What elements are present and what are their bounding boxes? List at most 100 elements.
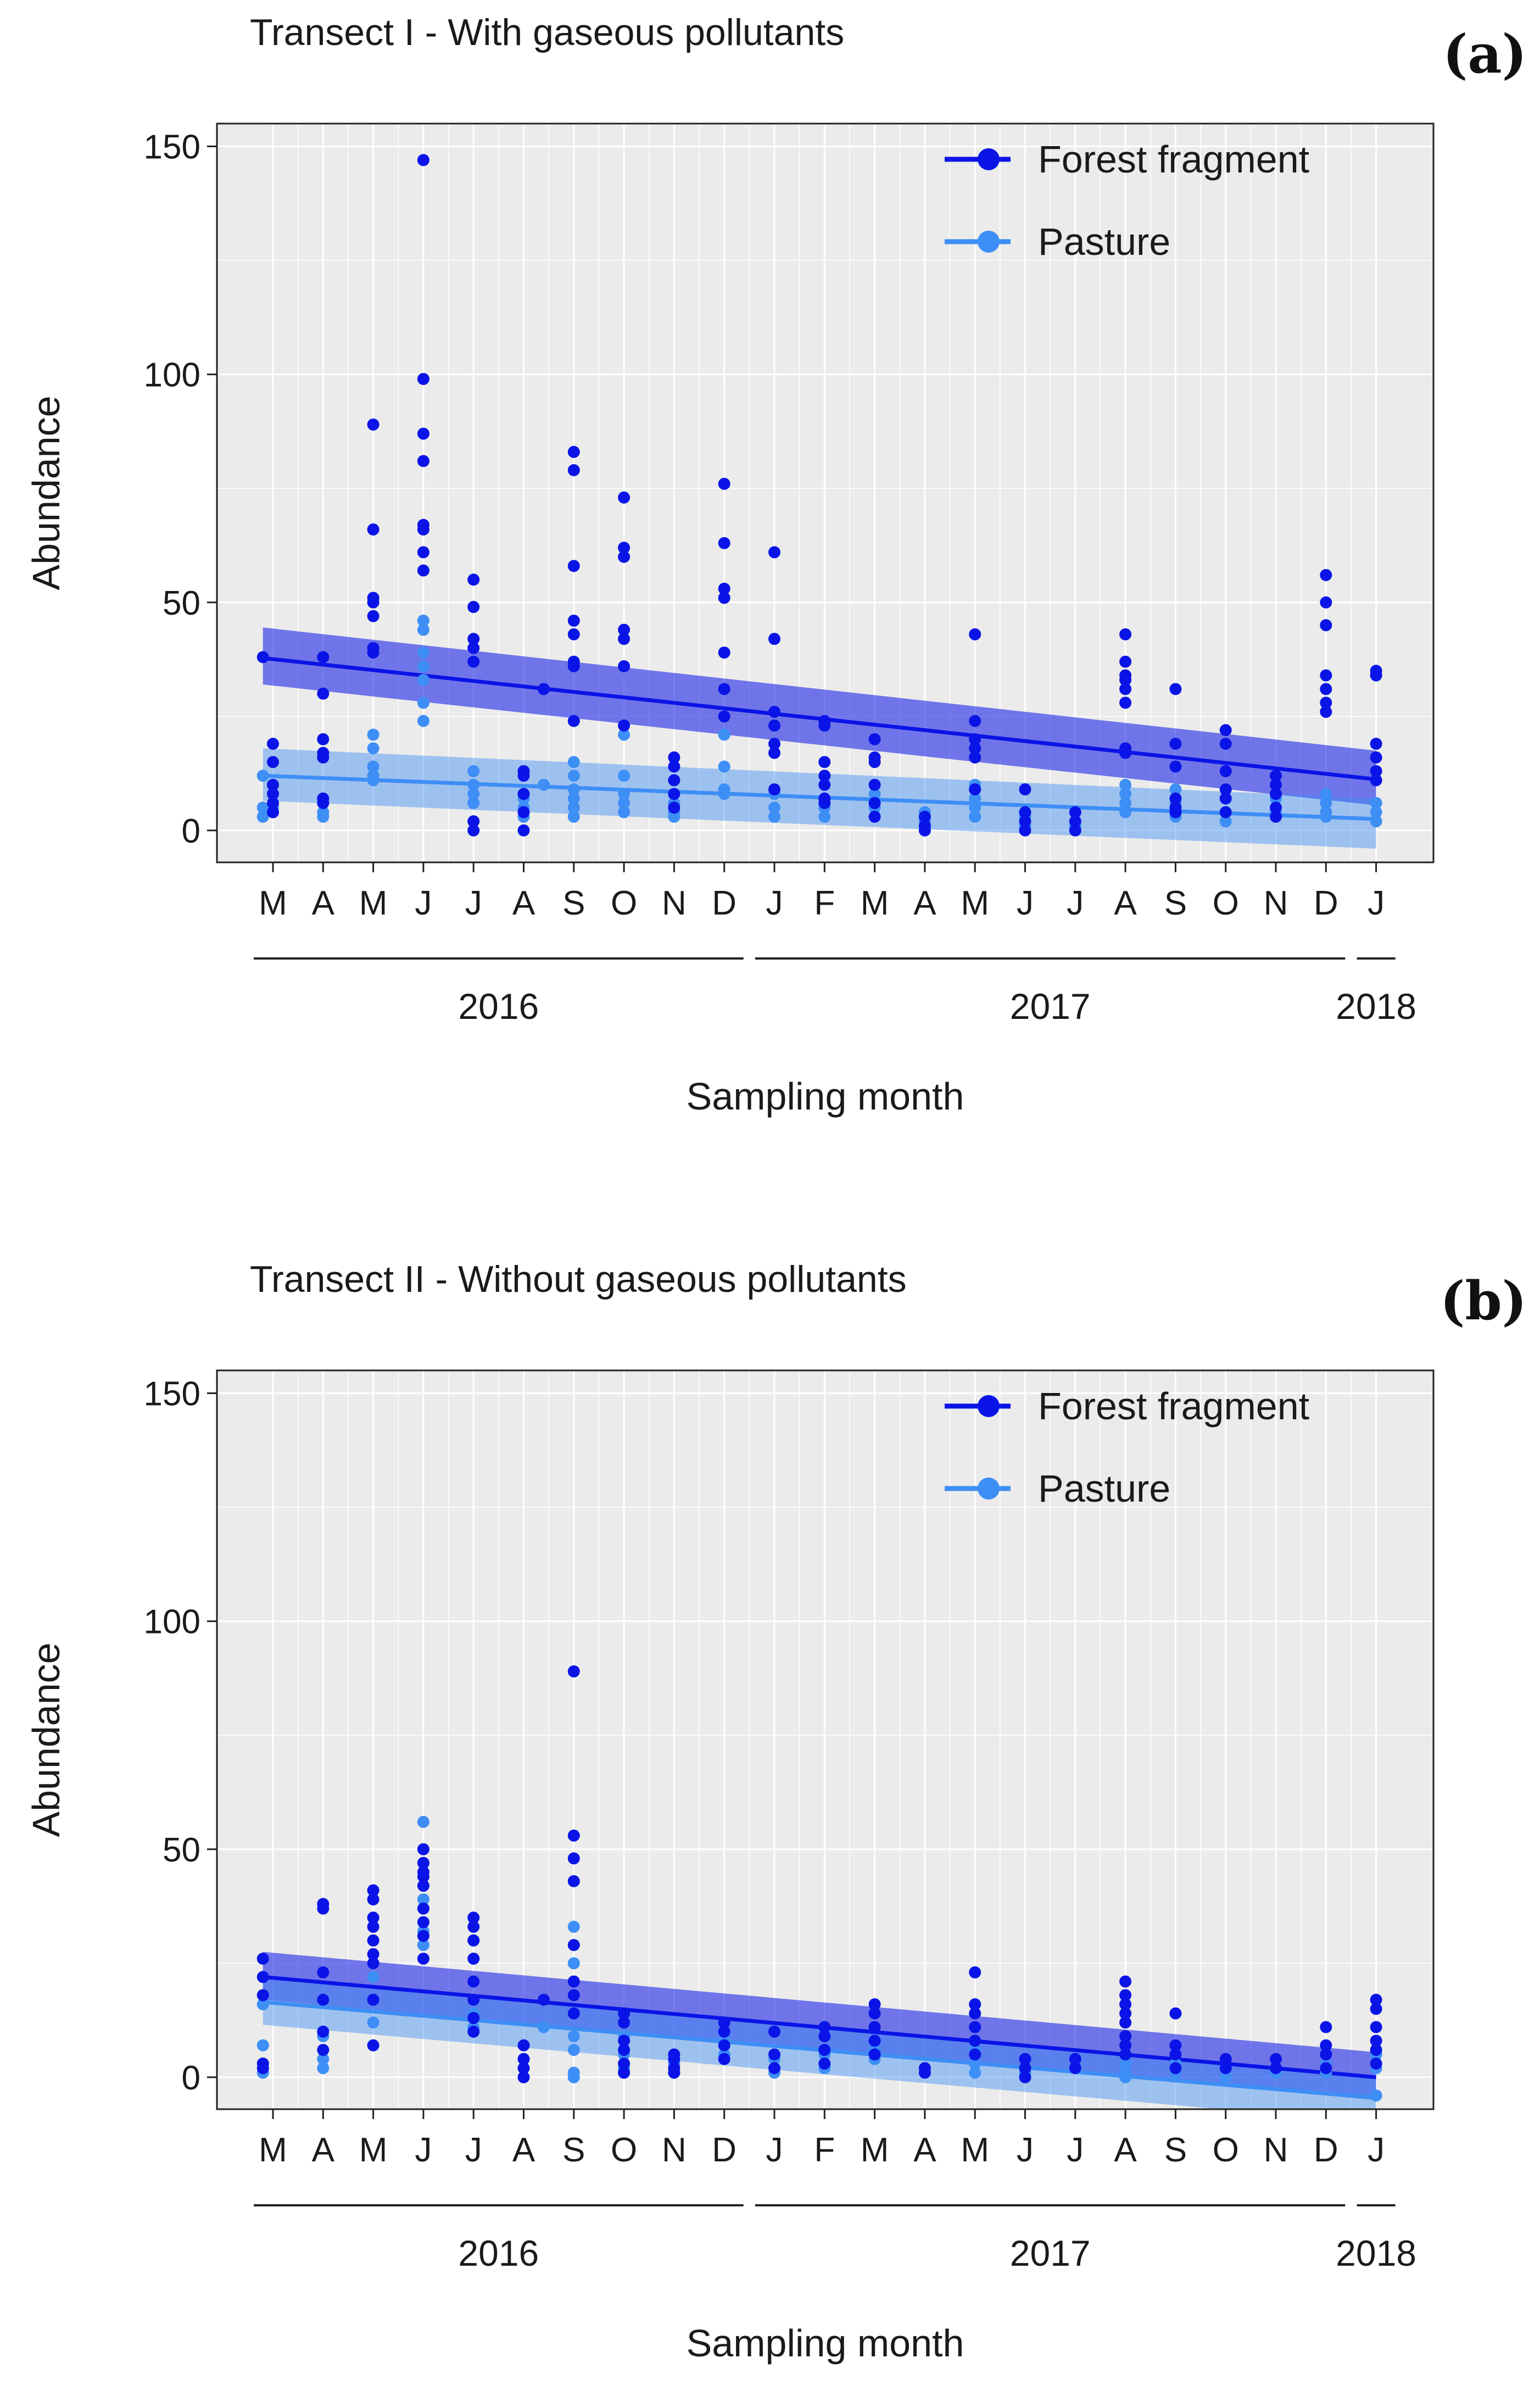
x-tick-label-month: J <box>415 884 432 922</box>
data-point-forest <box>517 770 530 782</box>
data-point-forest <box>1019 824 1031 837</box>
data-point-forest <box>969 751 981 764</box>
data-point-pasture <box>417 1939 429 1952</box>
data-point-pasture <box>567 783 580 796</box>
x-tick-label-month: O <box>611 2131 637 2169</box>
data-point-forest <box>1119 655 1132 668</box>
data-point-forest <box>1270 770 1282 782</box>
y-tick-label: 50 <box>163 584 200 622</box>
x-tick-label-month: M <box>961 2131 989 2169</box>
data-point-pasture <box>417 715 429 727</box>
data-point-forest <box>417 523 429 536</box>
data-point-forest <box>1019 783 1031 796</box>
data-point-forest <box>467 1993 480 2006</box>
x-tick-label-month: A <box>312 2131 335 2169</box>
x-tick-label-month: J <box>465 2131 482 2169</box>
data-point-forest <box>718 2053 730 2065</box>
data-point-pasture <box>567 2030 580 2043</box>
data-point-pasture <box>367 1971 380 1983</box>
x-tick-label-month: M <box>259 884 287 922</box>
data-point-forest <box>969 2007 981 2020</box>
data-point-forest <box>818 797 831 810</box>
data-point-forest <box>1219 765 1232 777</box>
data-point-forest <box>1119 746 1132 759</box>
x-tick-label-month: A <box>1114 2131 1137 2169</box>
data-point-forest <box>256 1989 269 2002</box>
x-tick-label-month: O <box>1213 884 1239 922</box>
data-point-forest <box>417 1880 429 1892</box>
data-point-forest <box>868 778 881 791</box>
data-point-pasture <box>317 2053 330 2065</box>
data-point-forest <box>969 2034 981 2047</box>
data-point-forest <box>1370 765 1382 777</box>
data-point-forest <box>1219 2062 1232 2075</box>
data-point-forest <box>467 2011 480 2024</box>
data-point-pasture <box>718 760 730 773</box>
data-point-forest <box>1320 683 1332 695</box>
data-point-pasture <box>467 797 480 810</box>
x-tick-label-month: M <box>259 2131 287 2169</box>
panel-label: (a) <box>1443 23 1527 85</box>
data-point-forest <box>1069 2062 1081 2075</box>
data-point-forest <box>969 742 981 755</box>
x-axis-title: Sampling month <box>687 2322 964 2365</box>
data-point-forest <box>618 719 630 732</box>
data-point-forest <box>517 2062 530 2075</box>
data-point-pasture <box>567 770 580 782</box>
data-point-forest <box>567 1829 580 1842</box>
data-point-pasture <box>1370 2089 1382 2102</box>
data-point-pasture <box>969 2066 981 2079</box>
data-point-forest <box>668 760 680 773</box>
data-point-pasture <box>367 742 380 755</box>
data-point-pasture <box>768 801 780 814</box>
data-point-forest <box>818 719 831 732</box>
data-point-pasture <box>618 797 630 810</box>
data-point-pasture <box>1320 810 1332 823</box>
data-point-forest <box>467 573 480 586</box>
x-tick-label-month: A <box>913 884 936 922</box>
x-tick-label-month: A <box>512 2131 535 2169</box>
data-point-forest <box>367 1884 380 1897</box>
x-tick-label-month: F <box>814 2131 835 2169</box>
data-point-forest <box>417 1930 429 1942</box>
data-point-forest <box>367 646 380 659</box>
data-point-forest <box>517 788 530 800</box>
data-point-forest <box>768 2025 780 2038</box>
data-point-pasture <box>567 756 580 768</box>
data-point-pasture <box>567 792 580 805</box>
x-tick-label-month: J <box>766 884 783 922</box>
data-point-forest <box>818 2044 831 2056</box>
year-label: 2016 <box>458 986 539 1027</box>
legend-swatch-point-forest <box>978 1395 1000 1417</box>
data-point-forest <box>1019 2053 1031 2065</box>
data-point-pasture <box>618 770 630 782</box>
data-point-pasture <box>969 792 981 805</box>
data-point-pasture <box>868 788 881 800</box>
data-point-forest <box>818 2021 831 2033</box>
data-point-pasture <box>417 614 429 627</box>
data-point-forest <box>317 1993 330 2006</box>
data-point-forest <box>367 523 380 536</box>
data-point-forest <box>417 564 429 577</box>
data-point-forest <box>567 1989 580 2002</box>
data-point-forest <box>417 1870 429 1883</box>
data-point-forest <box>1019 815 1031 828</box>
data-point-forest <box>1320 596 1332 609</box>
data-point-forest <box>467 1920 480 1933</box>
data-point-forest <box>517 2053 530 2065</box>
data-point-forest <box>417 427 429 440</box>
data-point-forest <box>718 2039 730 2052</box>
data-point-forest <box>1169 738 1182 750</box>
data-point-pasture <box>1119 2057 1132 2070</box>
data-point-forest <box>668 751 680 764</box>
data-point-forest <box>1019 806 1031 818</box>
data-point-forest <box>367 2039 380 2052</box>
x-tick-label-month: S <box>562 2131 585 2169</box>
data-point-forest <box>818 778 831 791</box>
y-tick-label: 100 <box>144 356 200 394</box>
data-point-forest <box>467 824 480 837</box>
data-point-pasture <box>1119 806 1132 818</box>
data-point-forest <box>868 2034 881 2047</box>
data-point-forest <box>467 633 480 645</box>
